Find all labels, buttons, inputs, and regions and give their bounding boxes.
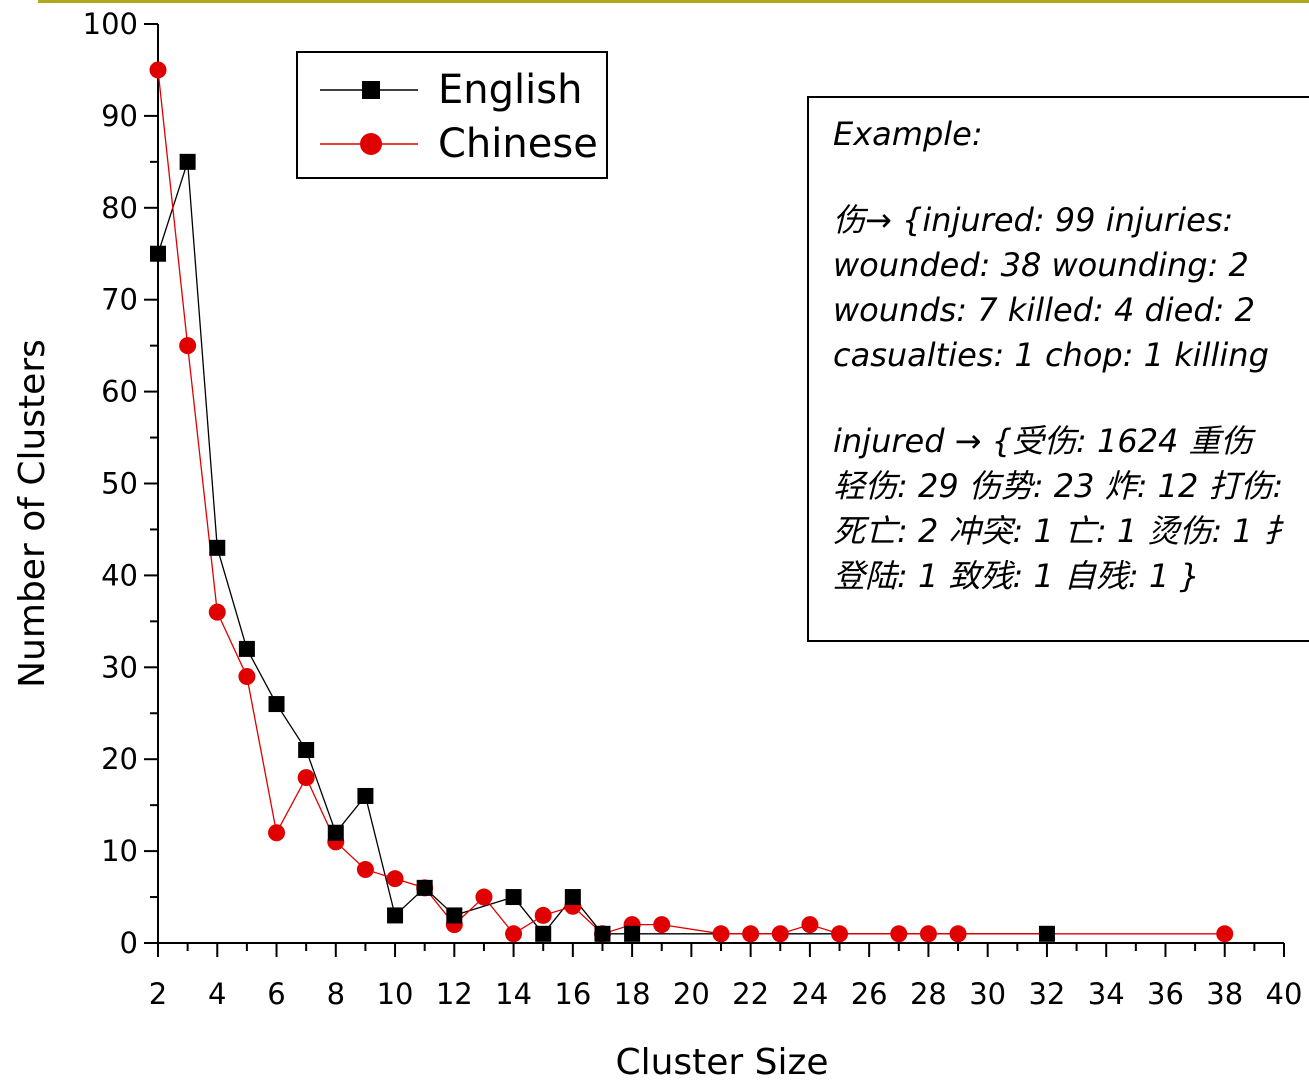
data-point-english xyxy=(268,696,285,713)
data-point-chinese xyxy=(1216,925,1234,943)
data-point-chinese xyxy=(268,824,286,842)
example-box: Example: 伤→ {injured: 99 injuries: wound… xyxy=(807,96,1309,642)
y-tick-label: 0 xyxy=(120,926,138,960)
x-tick-label: 38 xyxy=(1206,977,1243,1011)
x-tick-label: 30 xyxy=(969,977,1006,1011)
y-tick-label: 20 xyxy=(101,742,138,776)
data-point-chinese xyxy=(949,925,967,943)
y-tick-label: 50 xyxy=(101,467,138,501)
y-tick-label: 30 xyxy=(101,650,138,684)
x-tick-label: 28 xyxy=(910,977,947,1011)
data-point-english xyxy=(298,742,315,759)
y-tick-label: 80 xyxy=(101,191,138,225)
data-point-english xyxy=(535,925,552,942)
data-point-chinese xyxy=(356,860,374,878)
legend-item-chinese: Chinese xyxy=(298,119,610,169)
data-point-chinese xyxy=(297,769,315,787)
data-point-chinese xyxy=(712,925,730,943)
x-tick-label: 2 xyxy=(149,977,167,1011)
example-line: 伤→ {injured: 99 injuries: xyxy=(833,201,1234,239)
data-point-chinese xyxy=(386,870,404,888)
example-line: 登陆: 1 致残: 1 自残: 1 } xyxy=(833,557,1200,595)
data-point-chinese xyxy=(149,61,167,79)
x-tick-label: 40 xyxy=(1266,977,1303,1011)
x-tick-label: 26 xyxy=(851,977,888,1011)
example-text: Example: 伤→ {injured: 99 injuries: wound… xyxy=(833,112,1309,599)
legend-symbol-english xyxy=(320,81,418,99)
data-point-english xyxy=(238,640,255,657)
axes xyxy=(144,23,1285,957)
data-point-english xyxy=(624,925,641,942)
x-tick-label: 8 xyxy=(327,977,345,1011)
x-tick-label: 16 xyxy=(554,977,591,1011)
x-tick-label: 22 xyxy=(732,977,769,1011)
x-tick-label: 12 xyxy=(436,977,473,1011)
x-tick-label: 10 xyxy=(377,977,414,1011)
x-tick-label: 34 xyxy=(1088,977,1125,1011)
data-point-chinese xyxy=(919,925,937,943)
data-point-english xyxy=(564,889,581,906)
x-tick-label: 20 xyxy=(673,977,710,1011)
data-point-english xyxy=(179,153,196,170)
data-point-chinese xyxy=(534,906,552,924)
data-point-english xyxy=(327,824,344,841)
data-point-english xyxy=(446,907,463,924)
data-point-english xyxy=(150,245,166,262)
y-tick-label: 90 xyxy=(101,99,138,133)
data-point-chinese xyxy=(238,667,256,685)
example-line: 死亡: 2 冲突: 1 亡: 1 烫伤: 1 扌 xyxy=(833,512,1295,550)
legend: English Chinese xyxy=(296,51,608,179)
data-point-english xyxy=(387,907,404,924)
example-line: Example: xyxy=(833,115,983,153)
data-point-english xyxy=(1038,925,1055,942)
legend-symbol-chinese xyxy=(320,133,418,155)
example-line: wounds: 7 killed: 4 died: 2 xyxy=(833,291,1255,329)
x-tick-label: 24 xyxy=(791,977,828,1011)
x-tick-label: 32 xyxy=(1028,977,1065,1011)
example-gap xyxy=(833,378,1309,419)
y-tick-label: 40 xyxy=(101,558,138,592)
data-point-chinese xyxy=(208,603,226,621)
x-tick-label: 4 xyxy=(208,977,226,1011)
example-line: casualties: 1 chop: 1 killing xyxy=(833,336,1269,374)
data-point-chinese xyxy=(801,916,819,934)
data-point-english xyxy=(209,539,226,556)
series-markers xyxy=(149,61,1234,943)
y-tick-label: 60 xyxy=(101,375,138,409)
x-tick-label: 36 xyxy=(1147,977,1184,1011)
legend-item-english: English xyxy=(298,65,610,115)
example-gap xyxy=(833,157,1309,198)
data-point-chinese xyxy=(179,337,197,355)
data-point-chinese xyxy=(475,888,493,906)
y-tick-label: 70 xyxy=(101,283,138,317)
data-point-chinese xyxy=(771,925,789,943)
x-axis-title: Cluster Size xyxy=(615,1042,828,1083)
data-point-english xyxy=(594,925,611,942)
data-point-chinese xyxy=(890,925,908,943)
x-tick-label: 14 xyxy=(495,977,532,1011)
y-tick-label: 100 xyxy=(83,7,138,41)
x-tick-label: 6 xyxy=(267,977,285,1011)
data-point-english xyxy=(416,879,433,896)
data-point-chinese xyxy=(505,925,523,943)
data-point-chinese xyxy=(742,925,760,943)
example-line: 轻伤: 29 伤势: 23 炸: 12 打伤: xyxy=(833,467,1284,505)
x-tick-label: 18 xyxy=(614,977,651,1011)
data-point-chinese xyxy=(653,916,671,934)
legend-label-english: English xyxy=(438,67,583,113)
data-point-english xyxy=(357,787,374,804)
data-point-chinese xyxy=(831,925,849,943)
y-axis-title: Number of Clusters xyxy=(12,339,53,688)
example-line: wounded: 38 wounding: 2 xyxy=(833,246,1249,284)
example-line: injured → {受伤: 1624 重伤 xyxy=(833,422,1253,460)
data-point-english xyxy=(505,889,522,906)
legend-label-chinese: Chinese xyxy=(438,121,598,167)
y-tick-label: 10 xyxy=(101,834,138,868)
top-rule xyxy=(38,0,1309,3)
